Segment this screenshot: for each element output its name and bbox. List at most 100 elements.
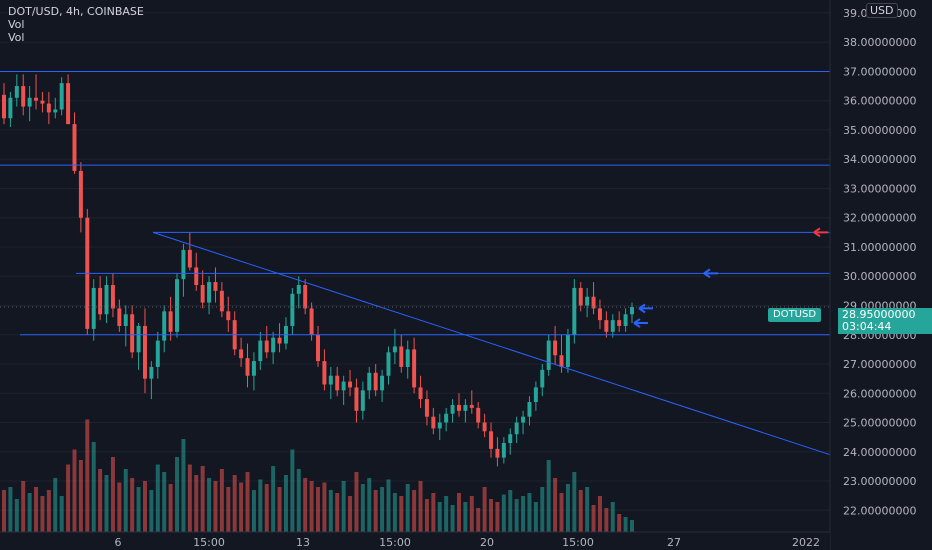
price-tick-label: 32.00000000 bbox=[843, 212, 916, 225]
candle-body bbox=[187, 249, 192, 268]
volume-bar bbox=[226, 487, 231, 532]
candle-body bbox=[610, 320, 615, 332]
currency-badge[interactable]: USD bbox=[866, 3, 898, 18]
candle-body bbox=[251, 361, 256, 376]
candle-body bbox=[623, 314, 628, 326]
volume-bar bbox=[501, 494, 506, 532]
price-tick-label: 37.00000000 bbox=[843, 65, 916, 78]
volume-bar bbox=[130, 478, 135, 532]
price-tick-label: 30.00000000 bbox=[843, 270, 916, 283]
volume-bar bbox=[136, 487, 141, 532]
price-tick-label: 23.00000000 bbox=[843, 475, 916, 488]
time-axis[interactable]: 6 15:00 13 15:00 20 15:00 27 2022 bbox=[0, 531, 830, 550]
candle-body bbox=[463, 404, 468, 411]
candle-body bbox=[72, 124, 77, 171]
volume-bar bbox=[392, 493, 397, 532]
price-axis[interactable]: 39.0000000038.0000000037.0000000036.0000… bbox=[829, 0, 932, 550]
volume-bars bbox=[2, 419, 634, 532]
drawing-layer[interactable] bbox=[0, 70, 831, 456]
volume-bar bbox=[117, 482, 122, 532]
arrow-marker bbox=[703, 268, 718, 279]
volume-bar bbox=[264, 484, 269, 532]
volume-bar bbox=[27, 493, 32, 532]
candle-body bbox=[546, 340, 551, 370]
volume-bar bbox=[412, 490, 417, 532]
volume-bar bbox=[348, 496, 353, 532]
volume-bar bbox=[328, 490, 333, 532]
candle-body bbox=[348, 381, 353, 388]
volume-bar bbox=[578, 490, 583, 532]
chart-legend: DOT/USD, 4h, COINBASE Vol Vol bbox=[8, 5, 144, 44]
candle-body bbox=[360, 390, 365, 411]
candle-body bbox=[27, 97, 32, 107]
volume-bar bbox=[181, 439, 186, 532]
volume-bar bbox=[585, 487, 590, 532]
symbol-title[interactable]: DOT/USD, 4h, COINBASE bbox=[8, 5, 144, 18]
candle-body bbox=[399, 346, 404, 367]
current-price-label: 28.95000000 03:04:44 bbox=[838, 308, 932, 334]
volume-bar bbox=[142, 481, 147, 532]
candle-body bbox=[559, 355, 564, 367]
grid-lines bbox=[0, 12, 830, 511]
candle-body bbox=[149, 366, 154, 379]
candle-body bbox=[540, 369, 545, 388]
candle-body bbox=[412, 349, 417, 388]
volume-bar bbox=[617, 514, 622, 532]
time-tick-label: 6 bbox=[115, 536, 122, 549]
candle-body bbox=[444, 413, 449, 423]
volume-bar bbox=[283, 475, 288, 532]
candle-body bbox=[450, 404, 455, 414]
candle-body bbox=[521, 416, 526, 423]
volume-bar bbox=[437, 502, 442, 532]
candle-body bbox=[181, 249, 186, 280]
price-tick-label: 26.00000000 bbox=[843, 387, 916, 400]
price-tick-label: 38.00000000 bbox=[843, 36, 916, 49]
volume-bar bbox=[456, 493, 461, 532]
volume-bar bbox=[373, 490, 378, 532]
candle-body bbox=[495, 448, 500, 458]
candle-body bbox=[527, 402, 532, 417]
time-tick-label: 15:00 bbox=[562, 536, 594, 549]
candle-body bbox=[335, 375, 340, 391]
volume-bar bbox=[168, 484, 173, 532]
volume-bar bbox=[251, 490, 256, 532]
volume-indicator-label-2[interactable]: Vol bbox=[8, 31, 25, 44]
price-tick-label: 24.00000000 bbox=[843, 446, 916, 459]
candle-body bbox=[162, 311, 167, 341]
price-tick-label: 35.00000000 bbox=[843, 124, 916, 137]
candle-body bbox=[21, 86, 26, 107]
volume-bar bbox=[85, 419, 90, 532]
volume-bar bbox=[239, 482, 244, 532]
volume-bar bbox=[591, 505, 596, 532]
price-tick-label: 27.00000000 bbox=[843, 358, 916, 371]
candle-body bbox=[175, 279, 180, 332]
volume-bar bbox=[162, 472, 167, 532]
candle-body bbox=[489, 431, 494, 449]
volume-bar bbox=[110, 457, 115, 532]
candle-body bbox=[290, 293, 295, 326]
volume-bar bbox=[597, 496, 602, 532]
price-tick-label: 25.00000000 bbox=[843, 417, 916, 430]
volume-bar bbox=[450, 505, 455, 532]
volume-bar bbox=[219, 469, 224, 532]
volume-bar bbox=[604, 508, 609, 532]
volume-bar bbox=[367, 478, 372, 532]
volume-bar bbox=[431, 493, 436, 532]
candle-body bbox=[424, 399, 429, 417]
time-axis-bg bbox=[0, 532, 830, 550]
volume-bar bbox=[290, 449, 295, 532]
volume-bar bbox=[521, 496, 526, 532]
volume-indicator-label[interactable]: Vol bbox=[8, 18, 25, 31]
time-tick-label: 2022 bbox=[792, 536, 820, 549]
candle-body bbox=[585, 296, 590, 306]
candle-body bbox=[296, 285, 301, 294]
volume-bar bbox=[175, 457, 180, 532]
candlestick-series bbox=[2, 74, 634, 467]
volume-bar bbox=[296, 469, 301, 532]
candle-body bbox=[514, 422, 519, 435]
volume-bar bbox=[200, 466, 205, 532]
volume-bar bbox=[46, 490, 51, 532]
volume-bar bbox=[463, 502, 468, 532]
candle-body bbox=[597, 308, 602, 321]
